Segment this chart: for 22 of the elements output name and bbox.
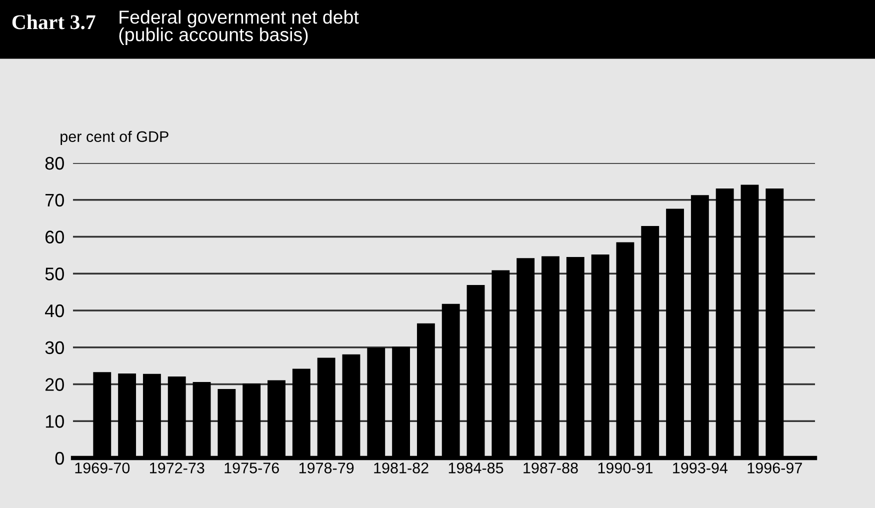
y-tick-label: 20 xyxy=(45,378,64,391)
y-tick-label: 50 xyxy=(45,268,64,280)
y-axis-title: per cent of GDP xyxy=(60,130,168,146)
x-tick-label: 1972-73 xyxy=(150,462,204,474)
y-tick-label: 60 xyxy=(46,230,64,244)
x-tick-label: 1993-94 xyxy=(673,462,728,474)
y-tick-label: 30 xyxy=(45,341,64,354)
x-tick-label: 1984-85 xyxy=(448,462,504,474)
y-tick-label: 0 xyxy=(55,452,64,465)
x-tick-label: 1969-70 xyxy=(75,462,130,474)
x-tick-label: 1975-76 xyxy=(224,462,279,474)
chart-subtitle: Federal government net debt (public accounts basis) xyxy=(119,10,359,45)
y-tick-label: 70 xyxy=(46,194,64,207)
x-tick-label: 1981-82 xyxy=(374,462,428,474)
chart-title: Chart 3.7 xyxy=(12,14,96,30)
x-tick-label: 1996-97 xyxy=(748,462,802,474)
y-tick-label: 80 xyxy=(45,156,64,170)
y-tick-label: 40 xyxy=(45,304,64,318)
x-tick-label: 1978-79 xyxy=(299,462,354,474)
x-tick-label: 1990-91 xyxy=(598,462,652,474)
x-tick-label: 1987-88 xyxy=(524,462,578,474)
y-tick-label: 10 xyxy=(46,415,64,428)
